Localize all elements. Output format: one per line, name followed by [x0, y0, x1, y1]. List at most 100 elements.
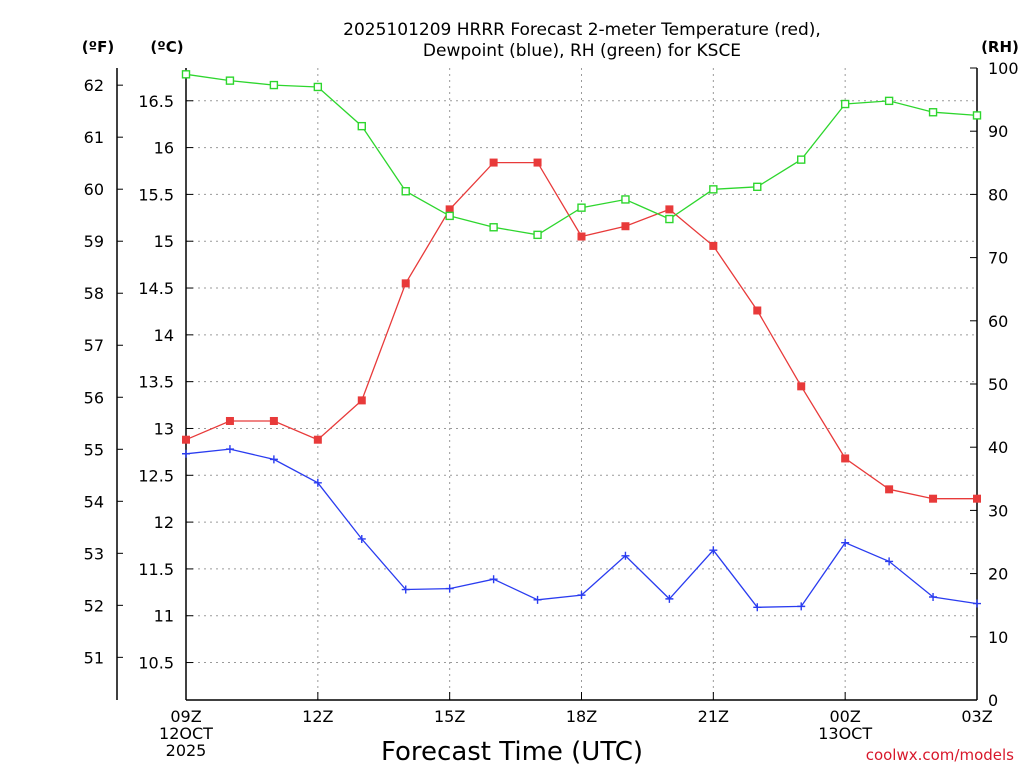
rh-tick-label: 90: [988, 122, 1008, 141]
rh-point: [577, 203, 586, 212]
temperature-point: [885, 485, 894, 494]
celsius-tick-label: 16: [154, 139, 174, 158]
rh-point: [840, 99, 850, 109]
celsius-tick-label: 12.5: [138, 466, 174, 485]
temperature-point: [269, 416, 278, 425]
celsius-tick-label: 10.5: [138, 654, 174, 673]
dewpoint-point: [445, 584, 454, 593]
rh-point: [401, 187, 410, 196]
dewpoint-point: [357, 534, 366, 543]
rh-axis: 0 10 20 30 40 50 60 70 80 90 100: [970, 59, 1019, 710]
dewpoint-point: [225, 445, 234, 454]
rh-tick-label: 20: [988, 565, 1008, 584]
fahrenheit-tick-label: 53: [84, 544, 104, 563]
x-tick-label: 13OCT: [818, 724, 872, 743]
rh-point: [928, 108, 938, 117]
fahrenheit-tick-label: 61: [84, 128, 104, 147]
temperature-point: [357, 396, 366, 405]
rh-point: [884, 96, 894, 106]
temperature-point: [182, 435, 190, 444]
temperature-point: [577, 232, 586, 241]
dewpoint-point: [973, 599, 981, 608]
rh-tick-label: 100: [988, 59, 1019, 78]
x-tick-label: 03Z: [961, 707, 992, 726]
dewpoint-point: [269, 455, 278, 464]
temperature-point: [841, 454, 850, 463]
series-group: [181, 70, 982, 612]
credit-text: coolwx.com/models: [866, 746, 1014, 764]
x-axis-label: Forecast Time (UTC): [381, 737, 643, 767]
temperature-point: [797, 382, 806, 391]
dewpoint-point: [182, 449, 190, 458]
rh-tick-label: 60: [988, 312, 1008, 331]
celsius-tick-label: 15.5: [138, 185, 174, 204]
fahrenheit-tick-label: 62: [84, 76, 104, 95]
rh-tick-label: 40: [988, 438, 1008, 457]
dewpoint-point: [489, 575, 498, 584]
fahrenheit-tick-label: 51: [84, 648, 104, 667]
celsius-tick-label: 14.5: [138, 279, 174, 298]
rh-tick-label: 80: [988, 185, 1008, 204]
dewpoint-point: [533, 595, 542, 604]
rh-tick-label: 30: [988, 501, 1008, 520]
rh-point: [797, 155, 806, 164]
temperature-point: [401, 279, 410, 288]
dewpoint-point: [753, 603, 762, 612]
celsius-tick-label: 15: [154, 232, 174, 251]
temperature-point: [753, 306, 762, 315]
temperature-point: [445, 205, 454, 214]
rh-point: [709, 185, 718, 194]
rh-point: [313, 82, 323, 92]
dewpoint-point: [709, 546, 718, 555]
fahrenheit-tick-label: 55: [84, 440, 104, 459]
temperature-point: [709, 241, 718, 250]
dewpoint-point: [841, 538, 850, 547]
grid-lines: [186, 68, 977, 700]
x-tick-label: 12OCT: [159, 724, 213, 743]
temperature-point: [489, 158, 498, 167]
x-tick-label: 15Z: [434, 707, 465, 726]
rh-point: [357, 121, 366, 131]
rh-point: [753, 182, 762, 192]
fahrenheit-tick-label: 54: [84, 492, 104, 511]
dewpoint-point: [885, 557, 894, 566]
temperature-point: [621, 222, 630, 231]
rh-point: [225, 76, 235, 85]
chart-title-line2: Dewpoint (blue), RH (green) for KSCE: [423, 41, 741, 61]
celsius-tick-label: 11: [154, 607, 174, 626]
chart-title-line1: 2025101209 HRRR Forecast 2-meter Tempera…: [343, 20, 821, 40]
rh-point: [533, 230, 542, 240]
rh-point: [445, 211, 454, 221]
celsius-tick-label: 13: [154, 419, 174, 438]
rh-tick-label: 70: [988, 249, 1008, 268]
x-tick-label: 2025: [166, 741, 207, 760]
dewpoint-point: [929, 593, 938, 602]
rh-point: [181, 70, 191, 79]
fahrenheit-tick-label: 57: [84, 336, 104, 355]
celsius-tick-label: 12: [154, 513, 174, 532]
rh-tick-label: 0: [988, 691, 998, 710]
dewpoint-point: [797, 602, 806, 611]
celsius-unit-label: (ºC): [150, 38, 183, 56]
temperature-point: [665, 205, 674, 214]
dewpoint-line: [185, 448, 978, 608]
temperature-point: [225, 416, 234, 425]
axes: [116, 68, 978, 701]
dewpoint-point: [401, 585, 410, 594]
celsius-tick-label: 14: [154, 326, 174, 345]
celsius-axis: 10.5 11 11.5 12 12.5 13 13.5 14 14.5 15 15.5 16 16.5: [138, 92, 193, 673]
dewpoint-point: [577, 591, 586, 600]
rh-point: [665, 214, 674, 224]
rh-point: [621, 195, 630, 204]
x-tick-label: 12Z: [302, 707, 333, 726]
dewpoint-point: [665, 594, 674, 603]
fahrenheit-tick-label: 59: [84, 232, 104, 251]
rh-tick-label: 10: [988, 628, 1008, 647]
temperature-point: [533, 158, 542, 167]
temperature-point: [929, 494, 938, 503]
temperature-point: [973, 494, 981, 503]
x-tick-label: 09Z: [170, 707, 201, 726]
fahrenheit-tick-label: 52: [84, 596, 104, 615]
